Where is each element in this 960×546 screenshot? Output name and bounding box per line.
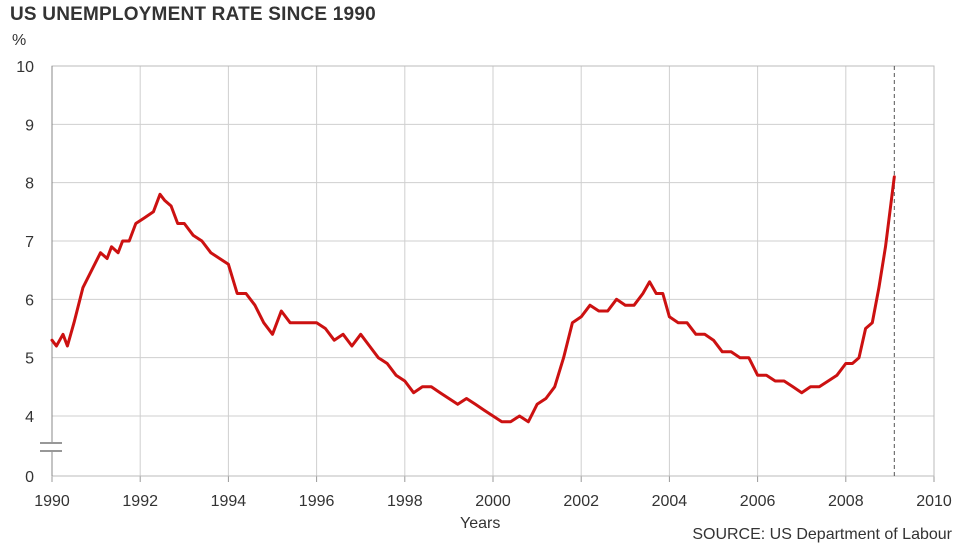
tick-labels: 1990 1992 1994 1996 1998 2000 2002 2004 2006 2008… (16, 59, 952, 510)
x-tick-label: 2000 (475, 493, 511, 510)
x-tick-label: 2010 (916, 493, 952, 510)
y-tick-label: 10 (16, 59, 34, 76)
x-tick-label: 1994 (211, 493, 247, 510)
x-tick-label: 2008 (828, 493, 864, 510)
unemployment-rate-line (50, 175, 896, 424)
source-note: SOURCE: US Department of Labour (692, 526, 952, 543)
x-tick-label: 1998 (387, 493, 423, 510)
y-tick-label: 0 (25, 469, 34, 486)
y-tick-label: 4 (25, 409, 34, 426)
x-tick-label: 1990 (34, 493, 70, 510)
y-tick-label: 8 (25, 176, 34, 193)
y-tick-label: 6 (25, 292, 34, 309)
x-tick-label: 1996 (299, 493, 335, 510)
chart-title: US UNEMPLOYMENT RATE SINCE 1990 (10, 4, 376, 25)
y-tick-label: 9 (25, 117, 34, 134)
data-marks (50, 66, 896, 476)
y-tick-label: 7 (25, 234, 34, 251)
y-tick-label: 5 (25, 351, 34, 368)
x-tick-label: 1992 (122, 493, 158, 510)
y-axis-unit-label: % (12, 32, 27, 49)
x-axis-label: Years (460, 515, 501, 532)
axes (40, 65, 935, 482)
axis-break-mask (40, 442, 62, 452)
x-tick-label: 2004 (652, 493, 688, 510)
x-tick-label: 2006 (740, 493, 776, 510)
x-tick-label: 2002 (563, 493, 599, 510)
